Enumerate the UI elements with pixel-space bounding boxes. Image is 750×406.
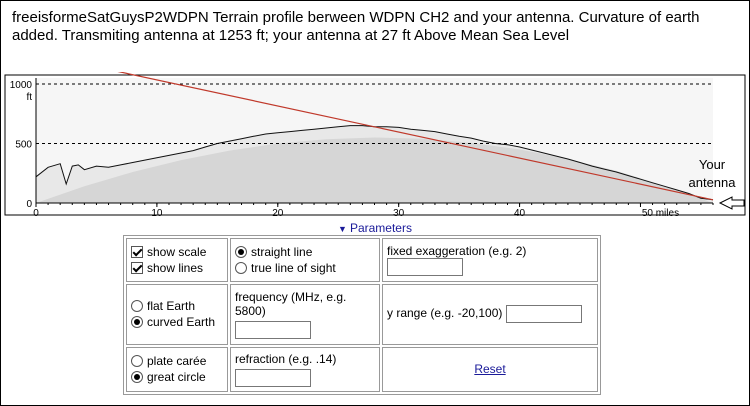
reset-cell: Reset <box>382 346 598 392</box>
endpoint-label-line2: antenna <box>689 175 737 190</box>
plate-caree-label: plate carée <box>147 354 207 369</box>
x-tick-label: 30 <box>393 208 405 218</box>
line-type-cell: straight line true line of sight <box>230 238 380 283</box>
fixed-exaggeration-input[interactable] <box>387 258 463 277</box>
show-lines-option[interactable]: show lines <box>131 261 223 275</box>
straight-line-label: straight line <box>251 245 313 260</box>
refraction-cell: refraction (e.g. .14) <box>230 346 380 392</box>
refraction-input[interactable] <box>235 368 311 387</box>
curved-earth-radio[interactable] <box>131 316 143 329</box>
reset-link[interactable]: Reset <box>474 362 506 377</box>
true-line-of-sight-label: true line of sight <box>251 261 336 276</box>
params-row: show scale show lines straight line true… <box>126 238 598 283</box>
params-row: plate carée great circle refraction (e.g… <box>126 346 598 392</box>
frequency-cell: frequency (MHz, e.g. 5800) <box>230 284 380 345</box>
x-tick-label: 0 <box>33 208 39 218</box>
flat-earth-radio[interactable] <box>131 300 143 313</box>
x-tick-label: 40 <box>514 208 526 218</box>
true-line-of-sight-radio[interactable] <box>235 262 247 275</box>
true-line-of-sight-option[interactable]: true line of sight <box>235 261 375 275</box>
terrain-outline <box>35 125 714 201</box>
show-lines-checkbox[interactable] <box>131 262 143 275</box>
flat-earth-label: flat Earth <box>147 299 196 314</box>
y-unit-label: ft <box>26 92 32 103</box>
curved-earth-option[interactable]: curved Earth <box>131 315 223 329</box>
exaggeration-cell: fixed exaggeration (e.g. 2) <box>382 238 598 283</box>
page-caption: freeisformeSatGuysP2WDPN Terrain profile… <box>12 9 700 44</box>
parameters-toggle[interactable]: ▼ Parameters <box>0 221 750 235</box>
earth-shape-cell: flat Earth curved Earth <box>126 284 228 345</box>
plate-caree-option[interactable]: plate carée <box>131 354 223 368</box>
x-tick-label: 20 <box>272 208 284 218</box>
y-tick-label: 0 <box>26 199 32 210</box>
show-scale-label: show scale <box>147 245 207 260</box>
straight-line-radio[interactable] <box>235 246 247 259</box>
y-range-input[interactable] <box>505 305 582 324</box>
parameters-toggle-label: Parameters <box>349 221 412 235</box>
straight-line-option[interactable]: straight line <box>235 245 375 259</box>
fixed-exaggeration-label: fixed exaggeration (e.g. 2) <box>387 244 527 259</box>
frequency-input[interactable] <box>235 320 311 339</box>
great-circle-option[interactable]: great circle <box>131 370 223 384</box>
curvature-bulge <box>36 137 713 203</box>
flat-earth-option[interactable]: flat Earth <box>131 299 223 313</box>
arrow-left-icon <box>718 196 745 210</box>
plate-caree-radio[interactable] <box>131 355 143 368</box>
line-of-sight <box>117 72 714 201</box>
scale-lines-cell: show scale show lines <box>126 238 228 283</box>
triangle-down-icon: ▼ <box>338 224 347 234</box>
params-row: flat Earth curved Earth frequency (MHz, … <box>126 284 598 345</box>
curved-earth-label: curved Earth <box>147 315 216 330</box>
y-range-cell: y range (e.g. -20,100) <box>382 284 598 345</box>
endpoint-label-line1: Your <box>699 157 726 172</box>
y-range-label: y range (e.g. -20,100) <box>387 306 503 321</box>
show-scale-option[interactable]: show scale <box>131 245 223 259</box>
great-circle-label: great circle <box>147 370 206 385</box>
y-tick-label: 1000 <box>10 80 33 91</box>
x-tick-label: 50 miles <box>642 208 679 218</box>
parameters-table: show scale show lines straight line true… <box>123 235 601 395</box>
great-circle-radio[interactable] <box>131 371 143 384</box>
show-scale-checkbox[interactable] <box>131 246 143 259</box>
frequency-label: frequency (MHz, e.g. 5800) <box>235 289 347 318</box>
y-tick-label: 500 <box>15 139 32 150</box>
projection-cell: plate carée great circle <box>126 346 228 392</box>
x-tick-label: 10 <box>151 208 163 218</box>
refraction-label: refraction (e.g. .14) <box>235 351 337 366</box>
show-lines-label: show lines <box>147 261 204 276</box>
